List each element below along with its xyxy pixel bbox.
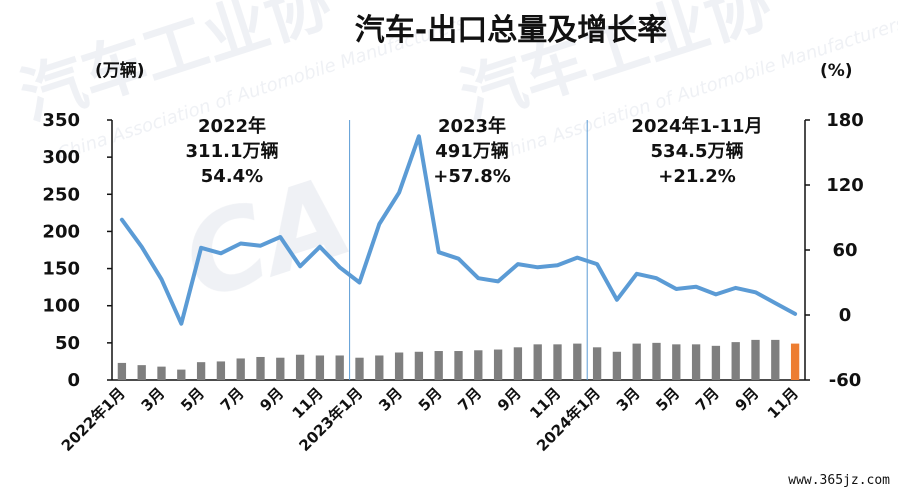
left-tick-label: 200 (42, 221, 80, 242)
bar (256, 356, 265, 380)
watermark: 汽车工业协 汽车工业协 China Association of Automob… (12, 0, 898, 325)
x-tick-label: 5月 (177, 384, 208, 415)
bar (691, 344, 701, 380)
bar (117, 362, 127, 380)
x-tick-label: 9月 (732, 384, 763, 415)
watermark-logo-icon: CA (168, 152, 365, 325)
bar (771, 339, 780, 380)
growth-line (119, 134, 798, 326)
x-tick-label: 5月 (652, 384, 683, 415)
bar (295, 354, 305, 380)
right-tick-label: 180 (826, 110, 864, 131)
bar (236, 358, 245, 380)
bar (573, 343, 582, 380)
bar (612, 351, 622, 380)
bar (216, 361, 226, 380)
line-series (119, 134, 798, 326)
bar (553, 344, 562, 380)
annotation-2023-line-2: 491万辆 (435, 140, 509, 162)
x-tick-label: 7月 (217, 384, 248, 415)
right-tick-label: 0 (839, 305, 852, 326)
left-tick-label: 100 (42, 296, 80, 317)
bar (315, 355, 325, 380)
x-tick-label: 11月 (764, 384, 802, 422)
bar (335, 355, 344, 380)
bar (592, 347, 602, 380)
annotation-2022-line-1: 2022年 (198, 115, 266, 137)
right-axis-unit: (%) (820, 61, 853, 81)
left-tick-label: 300 (42, 147, 80, 168)
x-tick-label: 5月 (415, 384, 446, 415)
right-tick-label: -60 (829, 370, 862, 391)
right-tick-label: 60 (832, 240, 857, 261)
x-tick-label: 3月 (138, 384, 169, 415)
bar (652, 342, 661, 380)
left-axis-ticks: 0 50 100 150 200 250 300 350 (42, 110, 112, 391)
annotation-2023-line-3: +57.8% (433, 166, 511, 187)
bar (711, 345, 721, 380)
bar (790, 343, 800, 380)
bar (157, 366, 166, 380)
annotation-2023-line-1: 2023年 (438, 115, 506, 137)
left-tick-label: 350 (42, 110, 80, 131)
bar (177, 369, 186, 380)
chart-title: 汽车-出口总量及增长率 (355, 13, 667, 48)
bar (394, 352, 404, 380)
bar (375, 355, 384, 380)
bar (533, 344, 542, 380)
bar (196, 362, 206, 380)
annotation-2023: 2023年 491万辆 +57.8% (433, 115, 511, 187)
x-tick-label: 2022年1月 (58, 384, 129, 455)
bar-series (117, 339, 800, 380)
x-tick-label: 9月 (494, 384, 525, 415)
site-label: www.365jz.com (788, 473, 890, 488)
annotation-2022-line-2: 311.1万辆 (186, 140, 279, 162)
x-tick-label: 7月 (454, 384, 485, 415)
annotation-2024-line-3: +21.2% (658, 166, 736, 187)
bar (414, 351, 424, 380)
left-tick-label: 250 (42, 184, 80, 205)
right-axis-ticks: -60 0 60 120 180 (805, 110, 864, 391)
right-tick-label: 120 (826, 175, 864, 196)
bar (137, 365, 146, 380)
left-axis-unit: (万辆) (95, 60, 145, 81)
bar (434, 351, 443, 380)
left-tick-label: 150 (42, 259, 80, 280)
annotation-2024-line-2: 534.5万辆 (651, 140, 744, 162)
bar (493, 349, 503, 380)
bar (454, 351, 463, 380)
bar (751, 339, 760, 380)
left-tick-label: 50 (55, 333, 80, 354)
bar (672, 344, 681, 380)
bar (632, 343, 641, 380)
x-tick-label: 3月 (375, 384, 406, 415)
bar (513, 347, 523, 380)
bar (474, 350, 483, 380)
left-tick-label: 0 (67, 370, 80, 391)
annotation-2024-line-1: 2024年1-11月 (631, 115, 762, 137)
bar (276, 357, 285, 380)
annotation-2024: 2024年1-11月 534.5万辆 +21.2% (631, 115, 762, 187)
bar (731, 342, 740, 380)
bar (355, 357, 364, 380)
annotation-2022-line-3: 54.4% (201, 166, 263, 187)
x-tick-label: 3月 (613, 384, 644, 415)
x-tick-label: 7月 (692, 384, 723, 415)
year-dividers (349, 120, 588, 380)
annotation-2022: 2022年 311.1万辆 54.4% (186, 115, 279, 187)
x-tick-label: 9月 (256, 384, 287, 415)
